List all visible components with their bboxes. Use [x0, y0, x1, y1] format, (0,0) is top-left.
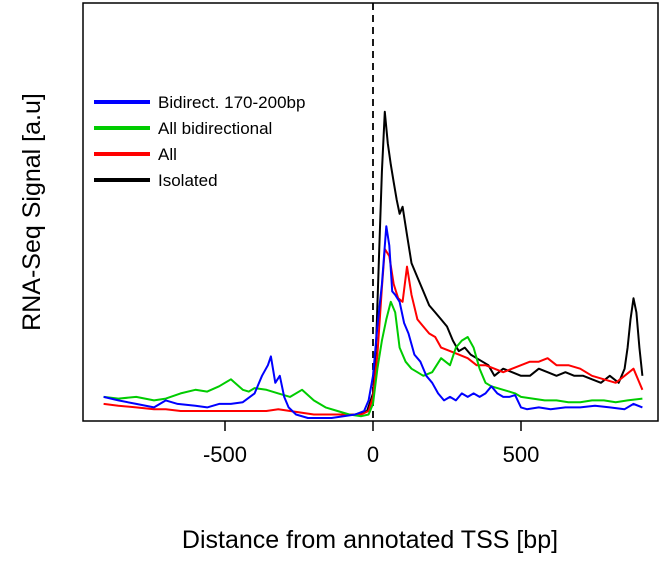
legend-label: All bidirectional	[158, 119, 272, 138]
x-tick-label: -500	[203, 442, 247, 467]
x-tick-label: 0	[367, 442, 379, 467]
x-axis: -500 0 500	[203, 421, 539, 467]
series-line-all-bidirectional	[103, 300, 643, 418]
plot-frame	[82, 2, 659, 422]
legend-label: All	[158, 145, 177, 164]
x-tick-label: 500	[503, 442, 540, 467]
y-axis-label: RNA-Seq Signal [a.u]	[18, 93, 46, 331]
legend-label: Bidirect. 170-200bp	[158, 93, 305, 112]
legend-label: Isolated	[158, 171, 218, 190]
series-layer	[103, 110, 644, 419]
series-line-bidirect-170-200bp	[103, 225, 643, 419]
series-line-isolated	[354, 110, 644, 416]
legend: Bidirect. 170-200bp All bidirectional All I…	[94, 93, 305, 190]
x-axis-label: Distance from annotated TSS [bp]	[182, 526, 558, 554]
series-line-all	[103, 248, 644, 416]
